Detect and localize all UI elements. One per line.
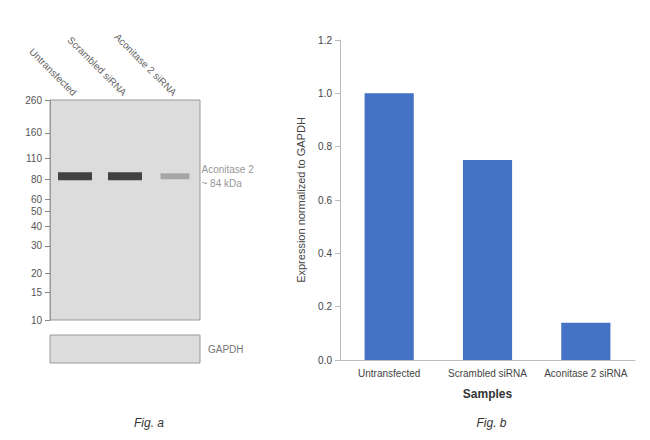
svg-text:Scrambled siRNA: Scrambled siRNA bbox=[65, 34, 129, 98]
svg-text:Aconitase 2: Aconitase 2 bbox=[202, 164, 255, 175]
svg-text:~ 84 kDa: ~ 84 kDa bbox=[202, 178, 243, 189]
svg-text:20: 20 bbox=[31, 268, 43, 279]
svg-text:Expression normalized to GAPDH: Expression normalized to GAPDH bbox=[295, 117, 307, 283]
svg-text:260: 260 bbox=[25, 95, 42, 106]
svg-text:0.4: 0.4 bbox=[318, 248, 332, 259]
svg-text:0.2: 0.2 bbox=[318, 301, 332, 312]
svg-text:Fig. b: Fig. b bbox=[477, 416, 507, 430]
svg-text:0.0: 0.0 bbox=[318, 355, 332, 366]
svg-text:Samples: Samples bbox=[463, 387, 513, 401]
svg-text:Scrambled siRNA: Scrambled siRNA bbox=[448, 368, 527, 379]
svg-text:80: 80 bbox=[31, 174, 43, 185]
svg-text:0.8: 0.8 bbox=[318, 141, 332, 152]
svg-text:160: 160 bbox=[25, 127, 42, 138]
svg-text:GAPDH: GAPDH bbox=[208, 344, 244, 355]
svg-text:1.2: 1.2 bbox=[318, 35, 332, 46]
svg-text:Untransfected: Untransfected bbox=[27, 46, 79, 98]
svg-text:Aconitase 2 siRNA: Aconitase 2 siRNA bbox=[544, 368, 628, 379]
svg-text:30: 30 bbox=[31, 240, 43, 251]
svg-text:60: 60 bbox=[31, 194, 43, 205]
svg-text:1.0: 1.0 bbox=[318, 88, 332, 99]
svg-text:110: 110 bbox=[26, 153, 42, 164]
svg-text:40: 40 bbox=[31, 221, 43, 232]
svg-text:10: 10 bbox=[31, 315, 43, 326]
svg-text:0.6: 0.6 bbox=[318, 195, 332, 206]
svg-text:Fig. a: Fig. a bbox=[134, 416, 164, 430]
svg-text:50: 50 bbox=[31, 206, 43, 217]
svg-text:Untransfected: Untransfected bbox=[358, 368, 420, 379]
svg-text:Aconitase 2 siRNA: Aconitase 2 siRNA bbox=[112, 31, 179, 98]
svg-text:15: 15 bbox=[31, 287, 43, 298]
